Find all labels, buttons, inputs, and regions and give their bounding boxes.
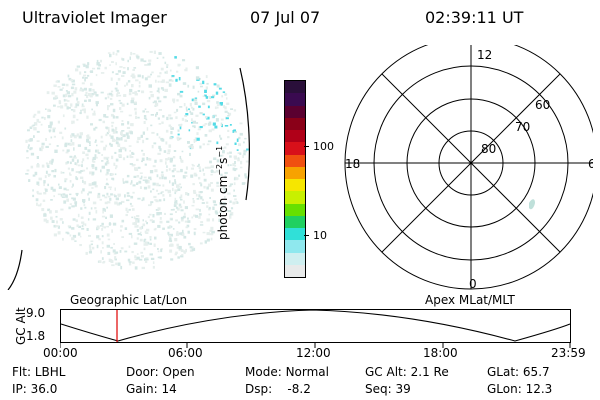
uv-image [25,50,249,270]
timeline-xtick-1800: 18:00 [423,346,458,360]
limb-arc-left [7,249,23,290]
colorbar-segment [285,81,305,94]
polar-grid: 12 18 6 0 60 70 80 [344,45,593,290]
altitude-timeline [60,309,571,348]
status-seq: Seq: 39 [365,382,411,396]
colorbar-segment [285,240,305,253]
colorbar-tickmark-10 [304,235,309,236]
app-title: Ultraviolet Imager [22,8,167,27]
mlt-label-0: 0 [469,277,477,290]
mlt-label-18: 18 [345,157,360,171]
altitude-curve [60,309,571,342]
colorbar-segment [285,191,305,204]
lat-label-60: 60 [535,98,550,112]
uv-image-panel [7,50,250,290]
status-door: Door: Open [126,365,195,379]
timeline-xtick-0000: 00:00 [43,346,78,360]
status-gain: Gain: 14 [126,382,177,396]
ring-outer [344,45,593,290]
timeline-xtick-0600: 06:00 [168,346,203,360]
colorbar-segment [285,105,305,118]
header-date: 07 Jul 07 [250,8,321,27]
status-dsp: Dsp: -8.2 [245,382,311,396]
diag-2 [381,73,561,253]
colorbar-segment [285,142,305,155]
timeline-ytick-1.8: 1.8 [26,329,46,343]
colorbar-segment [285,215,305,228]
mlt-label-12: 12 [477,48,492,62]
timeline-xtick-2359: 23:59 [551,346,586,360]
colorbar-tick-10: 10 [313,229,327,242]
colorbar-segment [285,117,305,130]
colorbar-tickmark-100 [304,146,309,147]
lat-label-80: 80 [481,142,496,156]
timeline-ytick-9: 9.0 [26,306,46,320]
status-mode: Mode: Normal [245,365,329,379]
header-time: 02:39:11 UT [425,8,524,27]
colorbar-segment [285,264,305,277]
lat-label-70: 70 [515,120,530,134]
colorbar-segment [285,228,305,241]
colorbar-segment [285,252,305,265]
status-gc-alt: GC Alt: 2.1 Re [365,365,449,379]
aurora-blob [529,199,535,210]
status-filter: Flt: LBHL [12,365,66,379]
mlt-label-6: 6 [588,157,593,171]
status-glat: GLat: 65.7 [487,365,550,379]
colorbar-segment [285,130,305,143]
colorbar-segment [285,203,305,216]
colorbar-segment [285,179,305,192]
limb-arc-right [239,67,250,201]
colorbar-segment [285,166,305,179]
status-glon: GLon: 12.3 [487,382,553,396]
colorbar-segment [285,93,305,106]
colorbar-label: photon cm−2s−1 [215,145,230,240]
color-scale-bar [284,80,306,278]
timeline-left-label: Geographic Lat/Lon [70,293,188,307]
colorbar-tick-100: 100 [313,140,334,153]
status-ip: IP: 36.0 [12,382,58,396]
timeline-right-label: Apex MLat/MLT [425,293,515,307]
colorbar-segment [285,154,305,167]
timeline-xtick-1200: 12:00 [296,346,331,360]
